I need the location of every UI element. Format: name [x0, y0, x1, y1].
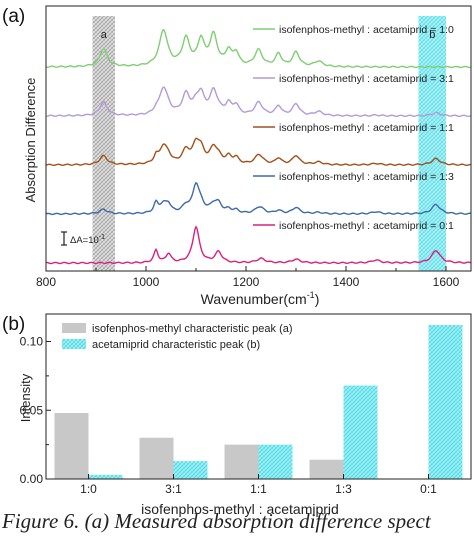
band-a [92, 16, 115, 271]
bar-peak-b-0:1 [428, 325, 463, 479]
intensity-bars [54, 325, 463, 479]
spectrum-line-4 [45, 181, 472, 216]
bar-peak-a-3:1 [139, 437, 174, 479]
spectrum-line-3 [45, 137, 472, 167]
category-label: 3:1 [165, 482, 182, 496]
bar-legend-swatch-1 [62, 323, 86, 333]
x-tick-label: 1400 [333, 275, 360, 289]
legend-label-2: isofenphos-methyl : acetamiprid = 3:1 [279, 73, 454, 85]
band-label-a: a [101, 29, 108, 41]
panel-b-y-axis-label: Intensity [18, 373, 33, 422]
bar-peak-a-1:1 [224, 444, 259, 479]
x-tick-label: 1000 [133, 275, 160, 289]
bar-peak-b-1:1 [258, 444, 293, 479]
bar-legend-label-1: isofenphos-methyl characteristic peak (a… [92, 323, 293, 335]
bar-peak-b-1:0 [88, 474, 123, 479]
y-tick-label: 0.05 [20, 403, 44, 417]
panel-b-label: (b) [2, 314, 25, 335]
bar-peak-b-1:3 [343, 385, 378, 479]
band-b [418, 16, 446, 271]
x-tick-label: 1600 [433, 275, 460, 289]
spectra-legend: isofenphos-methyl : acetamiprid = 1:0 iso… [253, 24, 454, 232]
spectra-lines [45, 29, 472, 265]
x-axis-label-superscript: -1 [307, 290, 315, 300]
band-label-b: b [429, 29, 435, 41]
category-label: 0:1 [420, 482, 437, 496]
x-axis-label-close: ) [315, 291, 320, 307]
x-tick-label: 1200 [233, 275, 260, 289]
panel-b-x-axis-label: isofenphos-methyl : acetamiprid [141, 501, 339, 517]
spectrum-line-5 [46, 225, 472, 265]
category-label: 1:3 [335, 482, 352, 496]
bar-legend-swatch-2 [62, 339, 86, 349]
legend-label-4: isofenphos-methyl : acetamiprid = 1:3 [279, 171, 454, 183]
y-tick-label: 0.10 [20, 335, 44, 349]
bar-peak-b-3:1 [173, 461, 208, 479]
legend-label-1: isofenphos-methyl : acetamiprid = 1:0 [279, 24, 454, 36]
spectrum-line-1 [45, 29, 472, 69]
legend-label-3: isofenphos-methyl : acetamiprid = 1:1 [279, 122, 454, 134]
scale-bar: ΔA=10-1 [61, 231, 105, 246]
legend-label-5: isofenphos-methyl : acetamiprid = 0:1 [279, 220, 454, 232]
x-tick-label: 800 [36, 275, 56, 289]
bar-legend: isofenphos-methyl characteristic peak (a… [62, 323, 293, 351]
bar-peak-a-1:3 [309, 459, 344, 479]
bar-peak-a-1:0 [54, 413, 89, 479]
panel-a-label: (a) [2, 6, 25, 27]
panel-a-y-axis-label: Absorption Difference [23, 78, 38, 203]
y-tick-label: 0.00 [20, 472, 44, 486]
panel-a-x-ticks: 800 1000 1200 1400 1600 [36, 266, 460, 289]
scale-bar-superscript: -1 [99, 234, 105, 241]
category-label: 1:1 [250, 482, 267, 496]
panel-a-x-axis-label: Wavenumber(cm-1) [201, 290, 320, 307]
figure-caption: Figure 6. (a) Measured absorption differ… [2, 509, 431, 533]
category-label: 1:0 [80, 482, 97, 496]
scale-bar-label: ΔA=10-1 [70, 234, 105, 246]
x-axis-label-text: Wavenumber(cm [201, 291, 307, 307]
panel-b-axes-ticks: 1:0 3:1 1:1 1:3 0:1 0.00 0.05 0.10 [20, 335, 438, 497]
spectrum-line-2 [45, 86, 472, 118]
panel-a-frame [45, 5, 472, 272]
bar-legend-label-2: acetamiprid characteristic peak (b) [92, 339, 260, 351]
scale-bar-text: ΔA=10 [70, 235, 99, 246]
